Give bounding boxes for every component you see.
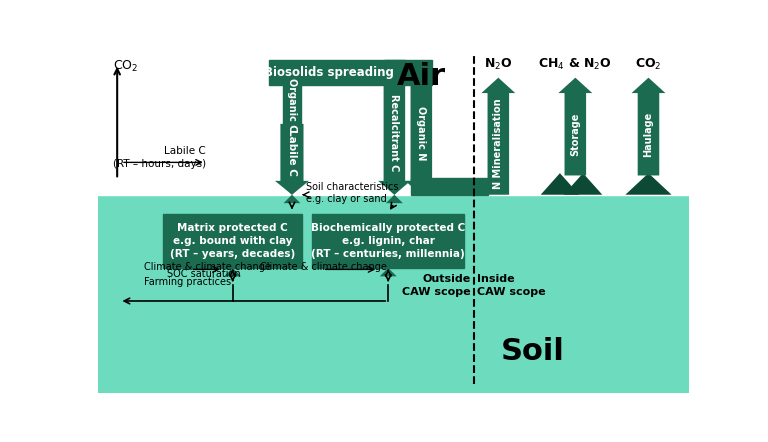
Polygon shape xyxy=(283,186,300,195)
Text: Biochemically protected C
e.g. lignin, char
(RT – centuries, millennia): Biochemically protected C e.g. lignin, c… xyxy=(311,223,465,259)
Bar xyxy=(164,214,302,268)
Text: Soil: Soil xyxy=(501,337,565,366)
Bar xyxy=(283,85,301,124)
Text: N$_2$O: N$_2$O xyxy=(484,57,512,72)
Text: Inside
CAW scope: Inside CAW scope xyxy=(477,274,545,297)
Text: Labile C
(RT – hours, days): Labile C (RT – hours, days) xyxy=(113,146,206,169)
Text: Labile C: Labile C xyxy=(287,129,297,176)
Text: Biosolids spreading: Biosolids spreading xyxy=(263,66,393,79)
Bar xyxy=(411,178,488,195)
Polygon shape xyxy=(625,173,671,195)
Polygon shape xyxy=(406,85,438,195)
Bar xyxy=(269,60,388,85)
Bar xyxy=(388,60,406,85)
Polygon shape xyxy=(541,173,579,195)
Text: Storage: Storage xyxy=(571,113,581,156)
Polygon shape xyxy=(631,78,665,175)
Text: Soil characteristics
e.g. clay or sand: Soil characteristics e.g. clay or sand xyxy=(306,182,399,204)
Polygon shape xyxy=(482,78,515,195)
Bar xyxy=(383,60,432,85)
Text: Air: Air xyxy=(397,62,446,91)
Text: Matrix protected C
e.g. bound with clay
(RT – years, decades): Matrix protected C e.g. bound with clay … xyxy=(170,223,295,259)
Text: Climate & climate change: Climate & climate change xyxy=(260,262,386,272)
Bar xyxy=(98,53,488,195)
Polygon shape xyxy=(379,259,397,268)
Text: CO$_2$: CO$_2$ xyxy=(635,57,662,72)
Text: CO$_2$: CO$_2$ xyxy=(113,58,137,73)
Text: Haulage: Haulage xyxy=(644,112,654,157)
Polygon shape xyxy=(386,186,403,195)
Polygon shape xyxy=(386,195,403,203)
Text: Outside
CAW scope: Outside CAW scope xyxy=(402,274,471,297)
Text: Recalcitrant C: Recalcitrant C xyxy=(389,95,399,172)
Polygon shape xyxy=(378,85,411,195)
Text: CH$_4$ & N$_2$O: CH$_4$ & N$_2$O xyxy=(538,57,612,72)
Polygon shape xyxy=(275,124,309,195)
Bar xyxy=(312,214,465,268)
Text: Organic C: Organic C xyxy=(287,78,297,131)
Text: N Mineralisation: N Mineralisation xyxy=(493,99,503,189)
Bar xyxy=(488,53,690,195)
Text: SOC saturation: SOC saturation xyxy=(167,270,241,279)
Polygon shape xyxy=(283,195,300,203)
Polygon shape xyxy=(379,268,397,276)
Text: Climate & climate change: Climate & climate change xyxy=(144,262,271,272)
Polygon shape xyxy=(224,268,241,276)
Polygon shape xyxy=(224,259,241,268)
Text: Farming practices: Farming practices xyxy=(144,277,231,287)
Text: Organic N: Organic N xyxy=(416,106,426,160)
Polygon shape xyxy=(564,173,602,195)
Polygon shape xyxy=(558,78,592,175)
